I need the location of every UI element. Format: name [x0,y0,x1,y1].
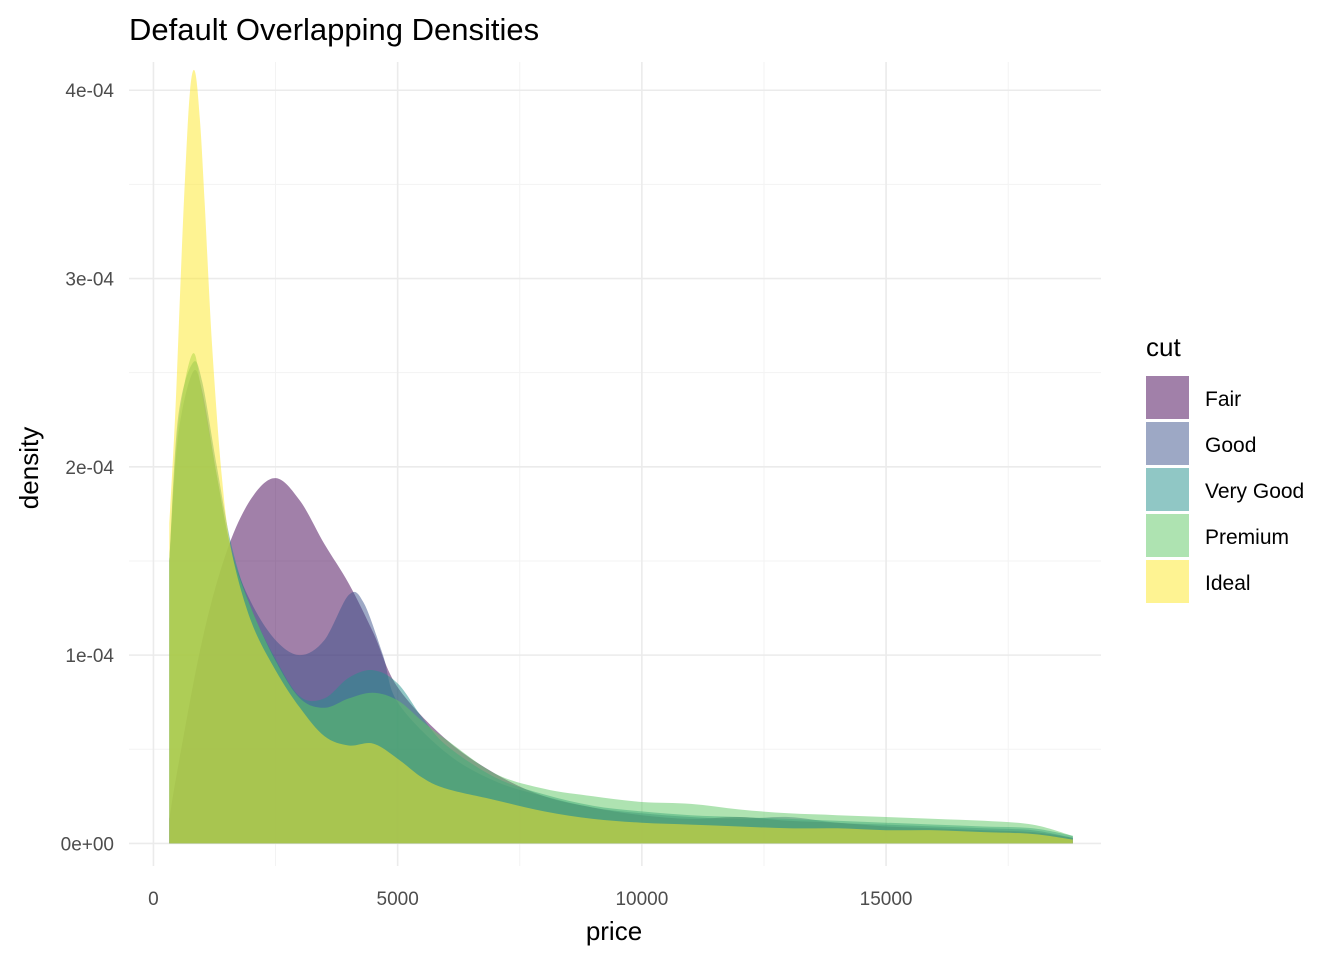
y-tick-label: 1e-04 [65,646,114,667]
x-tick-label: 10000 [615,889,668,910]
y-tick-label: 0e+00 [61,834,114,855]
density-area-ideal [169,69,1073,844]
y-tick-label: 3e-04 [65,270,114,291]
x-tick-label: 5000 [377,889,419,910]
density-areas [169,69,1073,844]
legend-label-ideal: Ideal [1205,572,1251,595]
legend-key-premium [1146,514,1189,557]
legend-key-very-good [1146,468,1189,511]
legend-label-good: Good [1205,434,1256,457]
density-area-premium [169,353,1073,844]
legend-label-very-good: Very Good [1205,480,1304,503]
legend-title: cut [1146,332,1181,362]
legend: cut Fair Good Very Good Premium Ideal [1146,332,1304,603]
legend-label-fair: Fair [1205,388,1241,411]
x-axis-title: price [586,916,642,946]
chart-title: Default Overlapping Densities [129,12,539,47]
y-axis-title: density [14,427,44,509]
legend-key-ideal [1146,560,1189,603]
x-tick-label: 15000 [860,889,913,910]
legend-label-premium: Premium [1205,526,1289,549]
y-tick-label: 2e-04 [65,458,114,479]
legend-key-good [1146,422,1189,465]
y-tick-label: 4e-04 [65,81,114,102]
legend-key-fair [1146,376,1189,419]
y-axis-ticks: 0e+00 1e-04 2e-04 3e-04 4e-04 [61,81,115,855]
x-tick-label: 0 [148,889,159,910]
x-axis-ticks: 0 5000 10000 15000 [148,889,912,910]
